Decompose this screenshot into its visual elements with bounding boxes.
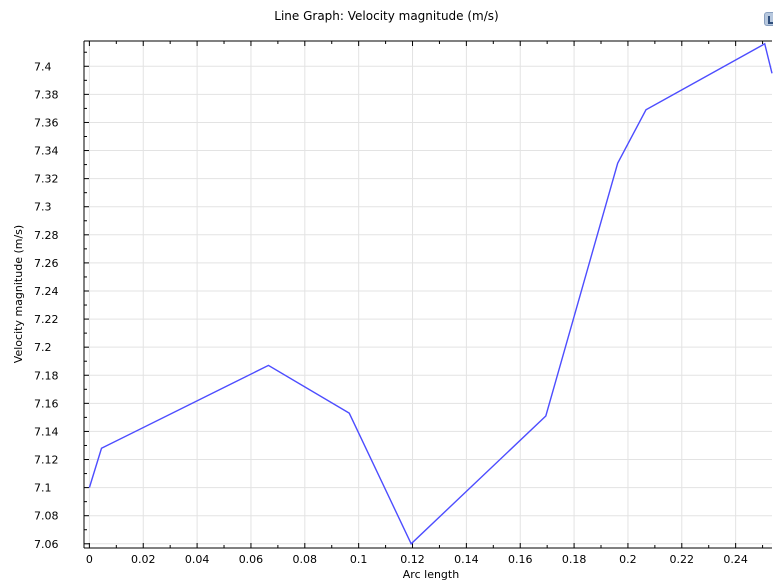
y-tick-label: 7.24 xyxy=(34,285,59,298)
y-tick-label: 7.18 xyxy=(34,369,59,382)
x-tick-label: 0.02 xyxy=(131,553,156,566)
x-tick-label: 0.04 xyxy=(185,553,210,566)
y-tick-label: 7.06 xyxy=(34,538,59,551)
y-tick-label: 7.1 xyxy=(34,482,52,495)
x-tick-label: 0.06 xyxy=(239,553,264,566)
x-tick-label: 0.2 xyxy=(619,553,637,566)
y-tick-label: 7.38 xyxy=(34,88,59,101)
y-tick-label: 7.28 xyxy=(34,229,59,242)
y-tick-label: 7.08 xyxy=(34,510,59,523)
x-tick-label: 0.12 xyxy=(400,553,425,566)
x-tick-label: 0.14 xyxy=(454,553,479,566)
x-tick-label: 0.1 xyxy=(350,553,368,566)
x-tick-label: 0.16 xyxy=(508,553,533,566)
series-line xyxy=(88,42,773,545)
x-tick-label: 0 xyxy=(86,553,93,566)
y-tick-label: 7.34 xyxy=(34,145,59,158)
y-tick-label: 7.16 xyxy=(34,397,59,410)
x-tick-label: 0.18 xyxy=(562,553,587,566)
x-tick-label: 0.22 xyxy=(670,553,695,566)
y-tick-label: 7.32 xyxy=(34,173,59,186)
y-tick-label: 7.26 xyxy=(34,257,59,270)
chart-title: Line Graph: Velocity magnitude (m/s) xyxy=(274,9,499,23)
y-tick-label: 7.14 xyxy=(34,425,59,438)
y-tick-label: 7.36 xyxy=(34,116,59,129)
y-tick-label: 7.12 xyxy=(34,454,59,467)
y-tick-label: 7.3 xyxy=(34,201,52,214)
y-tick-label: 7.4 xyxy=(34,60,52,73)
x-tick-label: 0.24 xyxy=(723,553,748,566)
y-tick-label: 7.22 xyxy=(34,313,59,326)
x-axis-label: Arc length xyxy=(403,568,459,581)
x-tick-label: 0.08 xyxy=(293,553,318,566)
y-tick-label: 7.2 xyxy=(34,341,52,354)
graphics-toolbar-icon[interactable] xyxy=(764,12,773,26)
y-axis-label: Velocity magnitude (m/s) xyxy=(12,225,25,363)
